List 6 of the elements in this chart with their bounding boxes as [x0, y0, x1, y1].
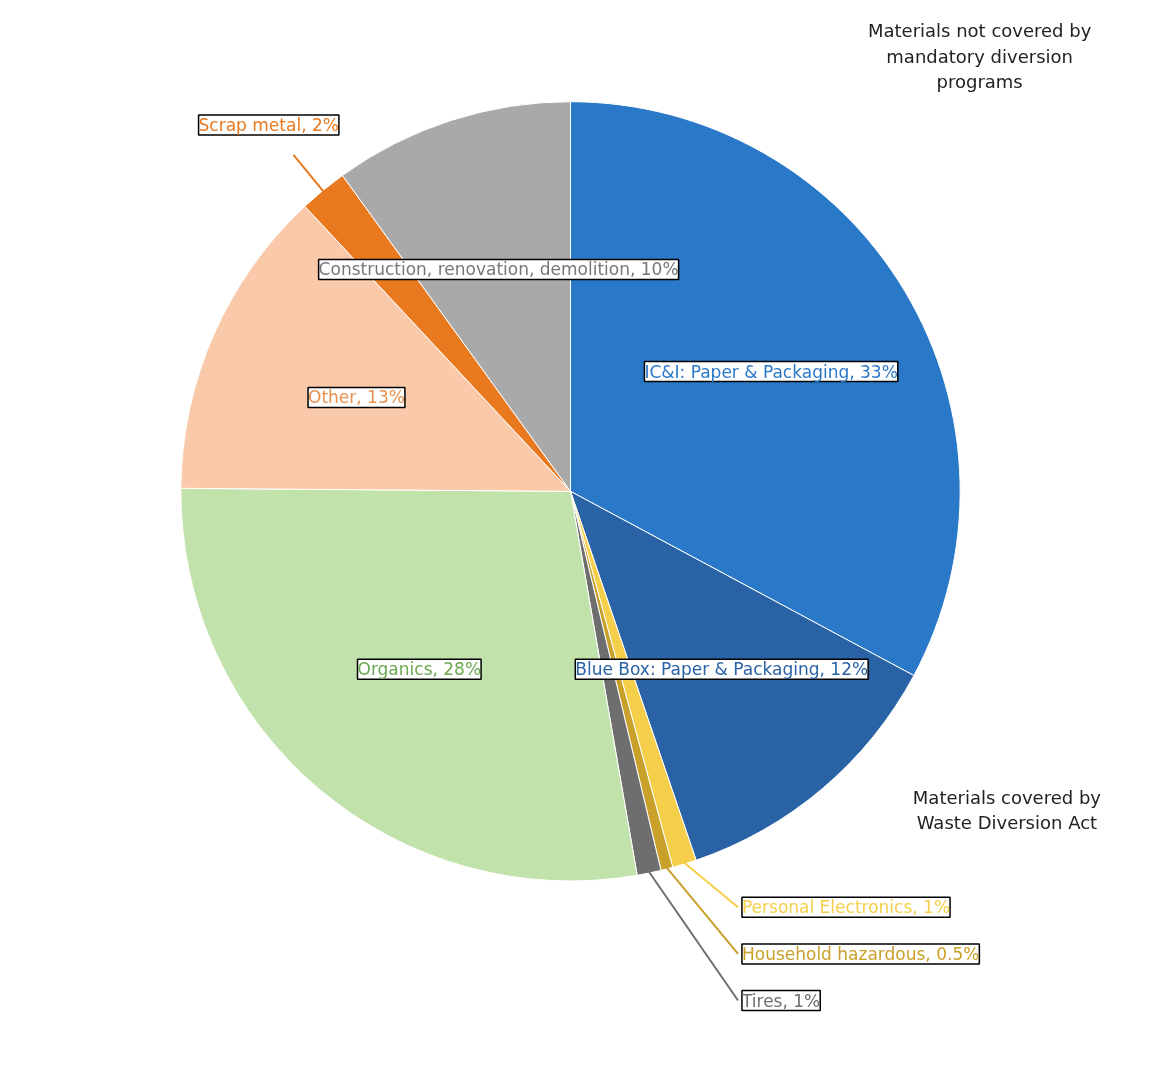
slice-label: IC&I: Paper & Packaging, 33%: [644, 361, 898, 382]
slice-label: Other, 13%: [308, 387, 405, 408]
slice-label: Household hazardous, 0.5%: [741, 943, 980, 964]
text: Materials covered by Waste Diversion Act: [912, 786, 1102, 834]
slice-label: Scrap metal, 2%: [198, 114, 339, 135]
text: Materials not covered by mandatory diversion programs: [867, 20, 1092, 92]
